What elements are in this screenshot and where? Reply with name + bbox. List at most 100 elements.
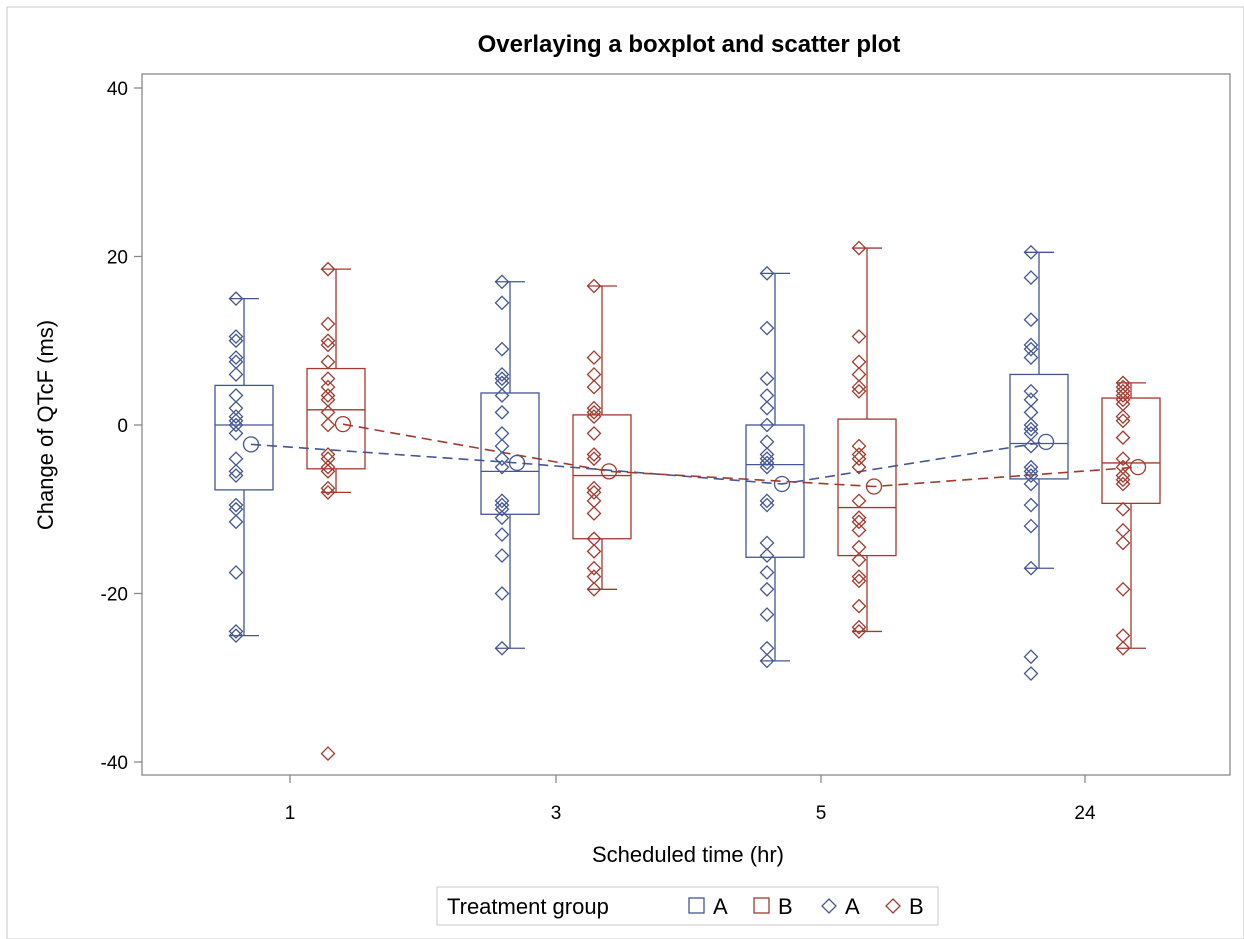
point-a xyxy=(759,417,775,433)
point-a xyxy=(759,565,775,580)
point-b xyxy=(1115,413,1131,429)
point-b xyxy=(586,493,602,509)
y-tick-label: -20 xyxy=(101,585,128,606)
legend-square-b xyxy=(753,897,770,914)
point-b xyxy=(851,438,867,454)
point-a xyxy=(759,640,775,656)
point-b xyxy=(1115,476,1131,492)
point-a xyxy=(228,514,244,530)
point-a xyxy=(228,501,244,517)
legend-diamond-b xyxy=(885,898,901,914)
point-a xyxy=(228,497,244,513)
point-b xyxy=(851,573,867,589)
point-a xyxy=(228,388,244,403)
point-a xyxy=(228,409,244,424)
point-b xyxy=(1115,430,1131,446)
point-b xyxy=(586,451,602,467)
point-a xyxy=(228,628,244,644)
point-a xyxy=(494,459,510,475)
point-b xyxy=(851,383,867,399)
outer-border xyxy=(6,6,1244,939)
point-a xyxy=(759,493,775,509)
point-a xyxy=(494,341,510,357)
point-b xyxy=(1115,392,1131,408)
box-b-3 xyxy=(572,285,632,590)
point-a xyxy=(759,265,775,281)
point-b xyxy=(1115,522,1131,538)
point-b xyxy=(320,404,336,420)
box-a-24 xyxy=(1009,251,1069,569)
point-a xyxy=(494,426,510,441)
point-a xyxy=(1023,244,1039,260)
point-b xyxy=(320,392,336,408)
point-a xyxy=(759,320,775,336)
point-b xyxy=(1115,472,1131,488)
point-a xyxy=(759,434,775,450)
box-b-24 xyxy=(1101,382,1161,649)
point-a xyxy=(228,451,244,467)
point-a xyxy=(1023,404,1039,420)
legend-diamond-a xyxy=(821,898,837,914)
point-b xyxy=(851,447,867,462)
point-a xyxy=(759,400,775,416)
point-a xyxy=(228,463,244,479)
point-b xyxy=(586,367,602,382)
point-a xyxy=(494,527,510,542)
point-a xyxy=(494,388,510,403)
x-tick-label: 1 xyxy=(285,803,296,824)
legend-square-a xyxy=(688,897,705,914)
point-a xyxy=(759,451,775,467)
box-iqr xyxy=(1101,397,1161,505)
point-b xyxy=(320,337,336,353)
point-a xyxy=(228,350,244,366)
point-b xyxy=(851,493,867,509)
point-a xyxy=(759,497,775,513)
point-a xyxy=(1023,476,1039,492)
point-a xyxy=(228,468,244,483)
y-tick-label: -40 xyxy=(101,753,128,774)
point-b xyxy=(586,379,602,395)
point-b xyxy=(1115,383,1131,399)
point-a xyxy=(1023,497,1039,513)
point-b xyxy=(586,543,602,559)
mean-marker xyxy=(1037,433,1055,451)
point-b xyxy=(586,404,602,420)
point-b xyxy=(586,400,602,416)
point-a xyxy=(1023,649,1039,665)
point-a xyxy=(1023,312,1039,328)
point-b xyxy=(1115,501,1131,517)
mean-marker xyxy=(773,475,791,493)
box-iqr xyxy=(745,424,805,558)
point-a xyxy=(759,653,775,669)
point-a xyxy=(494,501,510,517)
point-a xyxy=(494,640,510,656)
point-a xyxy=(1023,337,1039,353)
point-a xyxy=(1023,270,1039,285)
point-a xyxy=(494,404,510,420)
y-tick-label: 0 xyxy=(117,416,128,437)
point-b xyxy=(851,522,867,538)
point-b xyxy=(586,350,602,366)
point-b xyxy=(586,581,602,597)
points-layer xyxy=(228,240,1131,761)
mean-marker xyxy=(334,416,352,433)
point-b xyxy=(851,552,867,568)
point-a xyxy=(228,291,244,307)
point-a xyxy=(1023,417,1039,433)
point-a xyxy=(228,333,244,349)
point-a xyxy=(494,371,510,387)
point-a xyxy=(759,455,775,471)
point-b xyxy=(320,746,336,761)
point-a xyxy=(1023,421,1039,437)
point-a xyxy=(759,581,775,597)
point-a xyxy=(1023,438,1039,454)
point-a xyxy=(494,510,510,526)
point-b xyxy=(851,623,867,639)
point-b xyxy=(851,367,867,382)
point-b xyxy=(851,354,867,370)
point-a xyxy=(494,493,510,509)
box-b-5 xyxy=(837,247,897,633)
point-b xyxy=(1115,640,1131,656)
legend-label: A xyxy=(713,894,728,919)
